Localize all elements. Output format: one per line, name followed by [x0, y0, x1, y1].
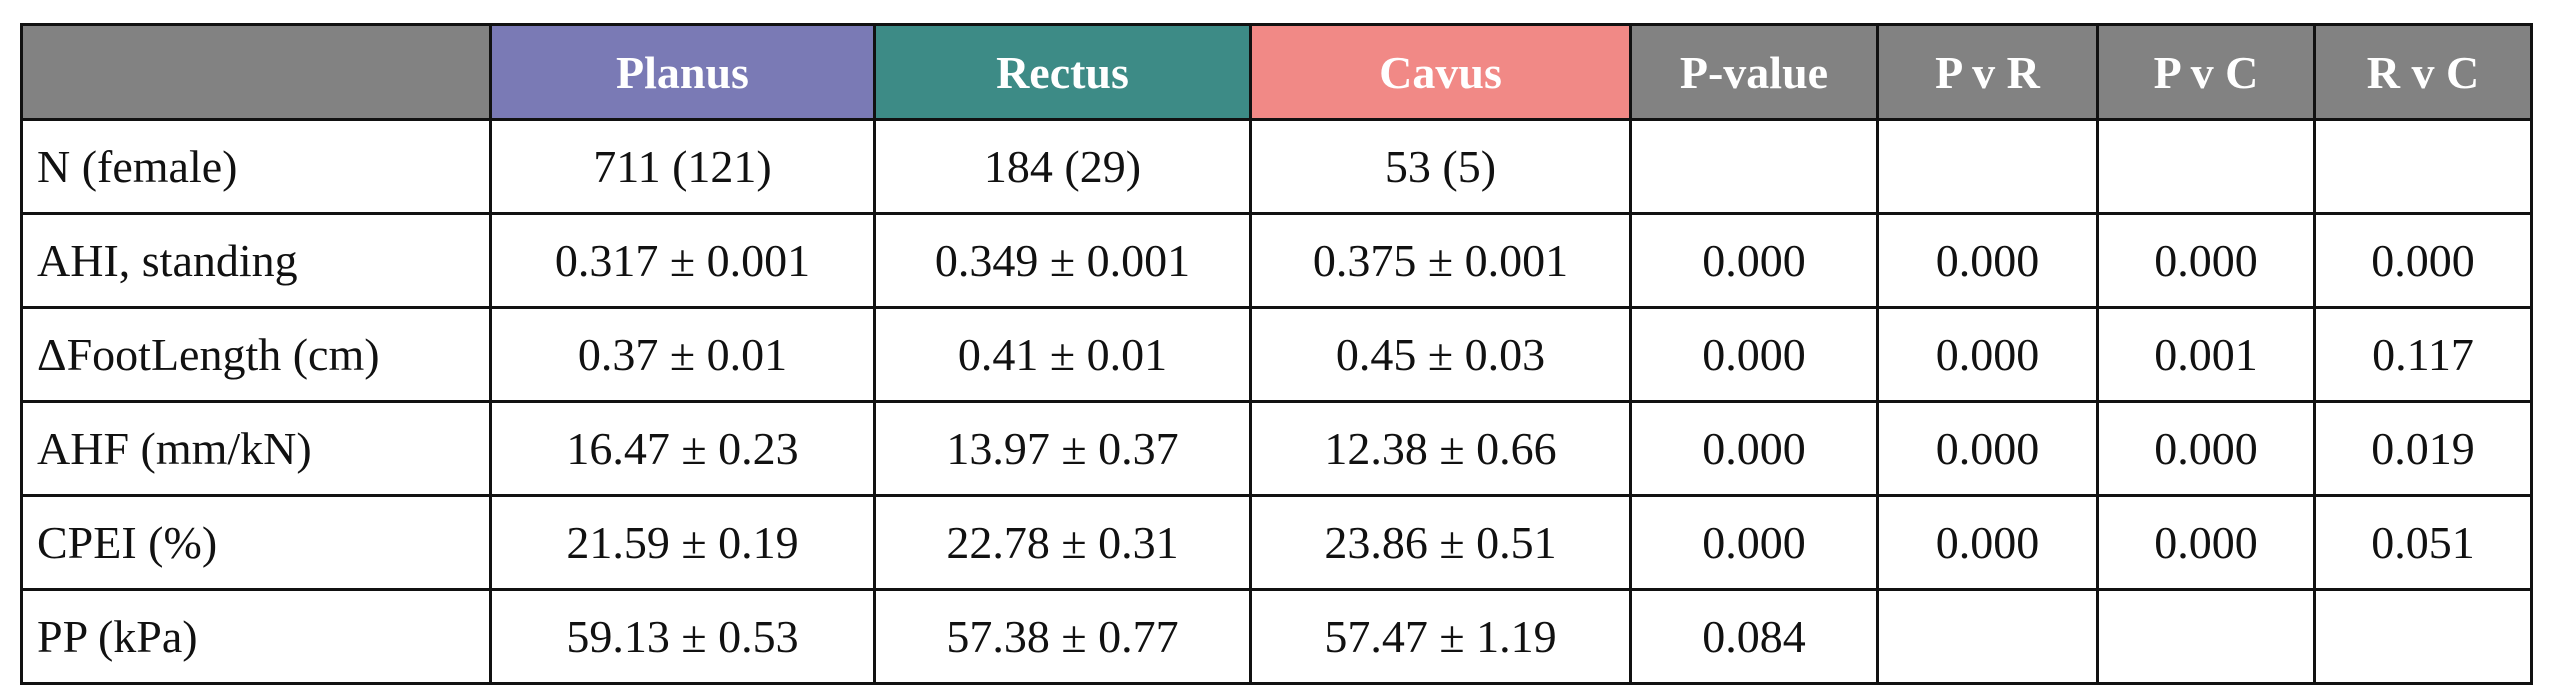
table-row: AHF (mm/kN) 16.47 ± 0.23 13.97 ± 0.37 12.38… [20, 400, 2533, 497]
table-cell: 21.59 ± 0.19 [489, 494, 876, 591]
table-cell [1876, 118, 2099, 215]
table-cell: 0.317 ± 0.001 [489, 212, 876, 309]
table-cell: 184 (29) [873, 118, 1252, 215]
table-cell: 0.019 [2313, 400, 2533, 497]
table-row: N (female) 711 (121) 184 (29) 53 (5) [20, 118, 2533, 215]
header-cell: Rectus [873, 23, 1252, 121]
table-cell: 0.000 [1629, 212, 1879, 309]
table-cell: 13.97 ± 0.37 [873, 400, 1252, 497]
table-row: ΔFootLength (cm) 0.37 ± 0.01 0.41 ± 0.01 0.… [20, 306, 2533, 403]
corner-cell [20, 23, 492, 121]
header-cell: Planus [489, 23, 876, 121]
table-cell: 0.000 [1629, 494, 1879, 591]
table-body: N (female) 711 (121) 184 (29) 53 (5) AHI, st… [20, 118, 2533, 685]
table-cell: 59.13 ± 0.53 [489, 588, 876, 685]
header-cell: P v R [1876, 23, 2099, 121]
table-cell [2313, 588, 2533, 685]
table-cell: 0.000 [1876, 306, 2099, 403]
table-cell: 0.349 ± 0.001 [873, 212, 1252, 309]
table-row: AHI, standing 0.317 ± 0.001 0.349 ± 0.001 0… [20, 212, 2533, 309]
table-cell: 0.000 [1629, 306, 1879, 403]
table-cell: 16.47 ± 0.23 [489, 400, 876, 497]
table-cell: 0.117 [2313, 306, 2533, 403]
table-cell: 0.051 [2313, 494, 2533, 591]
table-cell: 0.37 ± 0.01 [489, 306, 876, 403]
table-cell: 0.001 [2096, 306, 2316, 403]
table-cell: 0.000 [2096, 400, 2316, 497]
table-cell [2313, 118, 2533, 215]
table-cell: 22.78 ± 0.31 [873, 494, 1252, 591]
table-cell: 0.000 [1876, 400, 2099, 497]
table-cell [2096, 118, 2316, 215]
table-row: PP (kPa) 59.13 ± 0.53 57.38 ± 0.77 57.47 ± … [20, 588, 2533, 685]
table-cell: 0.084 [1629, 588, 1879, 685]
table-cell: 57.38 ± 0.77 [873, 588, 1252, 685]
header-cell: Cavus [1249, 23, 1632, 121]
table-cell: 0.000 [2096, 212, 2316, 309]
table-cell: 0.000 [1629, 400, 1879, 497]
table-cell: 711 (121) [489, 118, 876, 215]
row-label: CPEI (%) [20, 494, 492, 591]
table-cell: 0.000 [2313, 212, 2533, 309]
table-cell: 0.000 [1876, 212, 2099, 309]
table-cell: 0.375 ± 0.001 [1249, 212, 1632, 309]
table-cell: 0.000 [1876, 494, 2099, 591]
table-cell: 0.000 [2096, 494, 2316, 591]
table-cell: 12.38 ± 0.66 [1249, 400, 1632, 497]
table-cell [2096, 588, 2316, 685]
header-cell: P v C [2096, 23, 2316, 121]
table-cell: 0.45 ± 0.03 [1249, 306, 1632, 403]
table-cell: 53 (5) [1249, 118, 1632, 215]
row-label: N (female) [20, 118, 492, 215]
table-cell [1876, 588, 2099, 685]
row-label: PP (kPa) [20, 588, 492, 685]
table-cell: 57.47 ± 1.19 [1249, 588, 1632, 685]
row-label: ΔFootLength (cm) [20, 306, 492, 403]
table-cell: 0.41 ± 0.01 [873, 306, 1252, 403]
table-cell: 23.86 ± 0.51 [1249, 494, 1632, 591]
row-label: AHI, standing [20, 212, 492, 309]
table-cell [1629, 118, 1879, 215]
header-cell: R v C [2313, 23, 2533, 121]
table-row: CPEI (%) 21.59 ± 0.19 22.78 ± 0.31 23.86 ± … [20, 494, 2533, 591]
row-label: AHF (mm/kN) [20, 400, 492, 497]
header-cell: P-value [1629, 23, 1879, 121]
